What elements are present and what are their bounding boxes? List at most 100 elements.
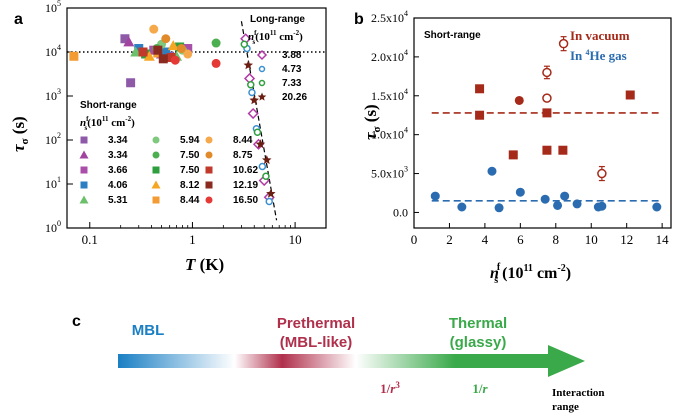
a-short-point-4-0	[130, 46, 142, 57]
a-long-point-3-4	[266, 188, 276, 198]
marker-one-over-r-cubed: 1/r3	[380, 380, 400, 396]
b-ytick-label-1: 5.0x103	[371, 165, 408, 181]
a-legend-long-marker-0	[256, 49, 268, 61]
a-legend-short-label-6: 7.50	[180, 150, 200, 161]
a-ytick-label-4: 104	[45, 43, 61, 59]
a-legend-short-label-13: 12.19	[233, 180, 258, 191]
phase-mbl-label: MBL	[132, 322, 165, 339]
axis-label-range: range	[552, 401, 579, 413]
legend-he-text: He gas	[590, 48, 627, 63]
a-short-point-13-1	[158, 54, 168, 64]
a-long-point-2-2	[253, 128, 262, 137]
a-short-point-11-0	[161, 34, 171, 44]
a-legend-long-marker-3	[257, 92, 267, 101]
b-ytick-label-3: 1.5x104	[371, 87, 408, 103]
marker-2-var: r	[483, 381, 489, 396]
a-short-point-8-1	[167, 40, 179, 51]
panel-label-a: a	[14, 11, 23, 28]
a-short-point-2-1	[183, 44, 193, 54]
a-legend-long-marker-1	[258, 65, 266, 73]
a-short-point-10-1	[183, 49, 193, 59]
a-legend-short-marker-4	[79, 195, 89, 204]
a-legend-short-marker-2	[80, 166, 88, 174]
a-legend-short-marker-1	[79, 150, 89, 159]
a-long-point-1-1	[248, 88, 256, 97]
a-short-point-14-0	[211, 58, 221, 68]
a-legend-short-label-2: 3.66	[108, 165, 128, 176]
a-legend-short-marker-12	[205, 166, 213, 174]
b-xtick-label-3: 6	[517, 232, 524, 247]
b-point-3-2	[487, 166, 497, 176]
a-ytick-label-0: 100	[45, 219, 61, 235]
a-long-point-1-3	[258, 162, 267, 171]
b-point-3-11	[652, 202, 662, 212]
marker-1-var: r	[390, 381, 396, 396]
interaction-range-arrow-shaft	[118, 354, 550, 368]
panel-a-ylabel-sub: σ	[19, 138, 31, 144]
a-legend-short-label-11: 8.75	[233, 150, 253, 161]
panel-b-ylabel-symbol: τ	[361, 132, 380, 140]
panel-a-ylabel-unit: (s)	[9, 116, 28, 138]
b-xtick-label-1: 2	[446, 232, 453, 247]
b-ytick-label-2: 1.0x104	[371, 126, 408, 142]
panel-b-annotation: Short-range	[424, 30, 481, 41]
a-ytick-label-2: 102	[45, 131, 61, 147]
panel-b-xlabel-unit-exp: 11	[523, 263, 532, 274]
panel-b-ylabel: τσ (s)	[361, 104, 383, 140]
phase-thermal-sublabel: (glassy)	[450, 334, 507, 351]
b-ytick-label-4: 2.0x104	[371, 48, 408, 64]
panel-b-xlabel-sub: s	[494, 275, 498, 286]
panel-a-xlabel-symbol: T	[185, 255, 196, 274]
a-xtick-label-0: 0.1	[82, 232, 98, 247]
a-legend-long-label-2: 7.33	[282, 78, 302, 89]
axis-label-interaction: Interaction	[552, 387, 605, 399]
panel-b-ylabel-sub: σ	[371, 126, 383, 132]
panel-b-xlabel-unit: (10	[498, 265, 523, 282]
b-point-0-6	[625, 90, 635, 100]
a-ytick-label-1: 101	[45, 175, 61, 191]
b-point-2-1	[542, 67, 552, 78]
b-point-3-3	[494, 203, 504, 213]
panel-a-ylabel: τσ (s)	[9, 116, 31, 152]
a-short-point-12-1	[166, 52, 176, 62]
a-legend-long-label-1: 4.73	[282, 64, 302, 75]
b-point-0-5	[508, 150, 518, 160]
a-long-point-2-0	[240, 40, 249, 49]
interaction-range-arrow-head	[548, 345, 585, 377]
a-long-point-3-3	[262, 155, 272, 165]
a-ytick-label-3: 103	[45, 87, 61, 103]
b-point-3-4	[515, 187, 525, 197]
legend-he-pre: In	[570, 48, 586, 63]
panel-a-frame	[66, 7, 327, 229]
panel-a-xlabel: T (K)	[185, 255, 224, 274]
b-point-3-5	[540, 194, 550, 204]
b-point-1-0	[514, 95, 524, 105]
a-short-point-9-0	[69, 51, 79, 61]
panel-a-xlabel-unit: (K)	[195, 255, 224, 274]
a-legend-short-marker-6	[152, 151, 160, 159]
b-point-0-1	[475, 110, 485, 120]
a-legend-short-marker-8	[151, 180, 161, 189]
marker-1-pre: 1/	[380, 381, 391, 396]
a-legend-short-label-9: 8.44	[180, 195, 200, 206]
b-xtick-label-6: 12	[620, 232, 633, 247]
panel-b-frame	[413, 17, 672, 229]
a-short-point-13-0	[153, 45, 163, 55]
a-short-point-6-1	[211, 38, 221, 48]
panel-b-xlabel-sup: f	[497, 262, 501, 273]
panel-b-xlabel-unit-tail: cm	[533, 265, 558, 282]
panel-b-xlabel-symbol: n	[490, 265, 499, 282]
a-legend-long-subtitle: nf s(1011 cm-2)	[248, 29, 303, 46]
a-legend-short-subtitle: nf s(1011 cm-2)	[80, 115, 135, 132]
a-long-point-3-1	[249, 95, 259, 105]
a-legend-short-label-7: 7.50	[180, 165, 200, 176]
b-point-3-8	[572, 199, 582, 209]
a-legend-short-label-4: 5.31	[108, 195, 128, 206]
a-ytick-label-5: 105	[45, 0, 61, 15]
b-point-3-7	[560, 191, 570, 201]
b-point-3-10	[597, 201, 607, 211]
a-legend-short-marker-10	[205, 136, 213, 144]
a-legend-short-marker-3	[80, 181, 88, 189]
a-legend-short-marker-9	[152, 196, 160, 204]
b-point-3-0	[430, 191, 440, 201]
